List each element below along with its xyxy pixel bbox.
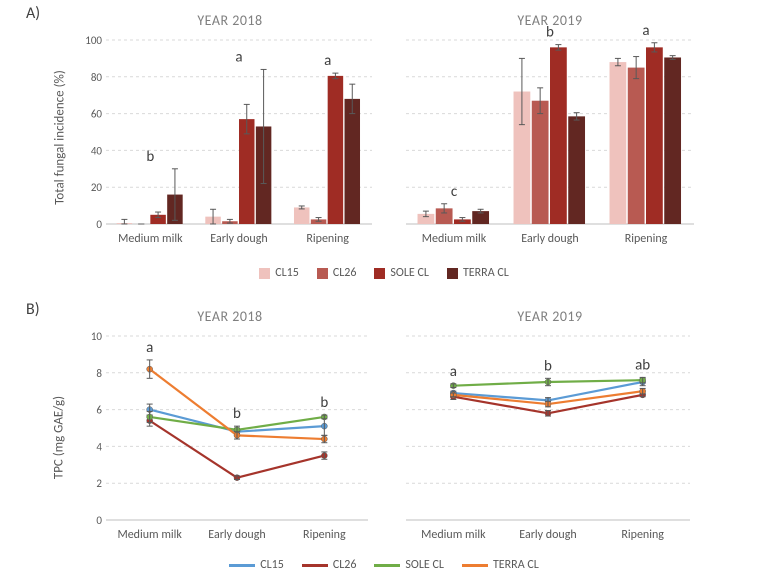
svg-text:c: c xyxy=(451,183,458,201)
svg-text:b: b xyxy=(544,357,552,375)
svg-text:0: 0 xyxy=(96,514,102,527)
svg-text:Ripening: Ripening xyxy=(306,232,349,246)
panel-b-ylabel: TPC (mg GAE/g) xyxy=(52,363,67,513)
panel-a-2018-chart: 0 20 40 60 80 100 b Medium milk a Early dough a Rip… xyxy=(78,32,378,252)
svg-text:Medium milk: Medium milk xyxy=(422,232,487,246)
svg-text:40: 40 xyxy=(91,144,103,157)
legend-label: TERRA CL xyxy=(493,558,539,572)
legend-item-terracl: TERRA CL xyxy=(447,266,509,280)
panel-a-ylabel: Total fungal incidence (%) xyxy=(53,38,68,238)
swatch-cl26 xyxy=(317,268,328,279)
panel-b-label: B) xyxy=(26,300,40,319)
legend-item-cl26: CL26 xyxy=(317,266,357,280)
legend-label: CL26 xyxy=(333,558,357,572)
swatch-cl15 xyxy=(259,268,270,279)
svg-text:Medium milk: Medium milk xyxy=(118,232,183,246)
line-swatch-cl15 xyxy=(229,564,255,567)
svg-text:Early dough: Early dough xyxy=(519,528,576,542)
svg-text:2: 2 xyxy=(96,477,102,490)
panel-a-2018-title: YEAR 2018 xyxy=(90,12,370,29)
svg-text:a: a xyxy=(324,52,331,70)
svg-text:a: a xyxy=(450,363,457,381)
svg-text:Medium milk: Medium milk xyxy=(117,528,182,542)
swatch-solecl xyxy=(374,268,385,279)
line-swatch-cl26 xyxy=(302,564,328,567)
svg-text:a: a xyxy=(642,22,649,40)
svg-text:80: 80 xyxy=(91,71,103,84)
line-swatch-solecl xyxy=(374,564,400,567)
legend-item-b-cl15: CL15 xyxy=(229,558,284,572)
svg-text:Early dough: Early dough xyxy=(208,528,265,542)
svg-text:Early dough: Early dough xyxy=(521,232,578,246)
svg-text:6: 6 xyxy=(96,404,102,417)
swatch-terracl xyxy=(447,268,458,279)
svg-text:a: a xyxy=(235,48,242,66)
panel-a-label: A) xyxy=(26,4,40,23)
svg-text:60: 60 xyxy=(91,108,103,121)
svg-text:Ripening: Ripening xyxy=(621,528,664,542)
legend-item-solecl: SOLE CL xyxy=(374,266,429,280)
panel-b-2018-title: YEAR 2018 xyxy=(90,308,370,325)
svg-text:Medium milk: Medium milk xyxy=(421,528,486,542)
panel-b-legend: CL15 CL26 SOLE CL TERRA CL xyxy=(0,558,768,572)
legend-label: CL15 xyxy=(275,266,299,280)
legend-item-b-cl26: CL26 xyxy=(302,558,357,572)
svg-text:100: 100 xyxy=(85,34,102,47)
svg-text:20: 20 xyxy=(91,181,103,194)
svg-text:ab: ab xyxy=(635,356,650,374)
legend-label: CL15 xyxy=(260,558,284,572)
svg-text:4: 4 xyxy=(96,440,102,453)
svg-text:b: b xyxy=(146,148,154,166)
panel-a-legend: CL15 CL26 SOLE CL TERRA CL xyxy=(0,266,768,280)
line-swatch-terracl xyxy=(462,564,488,567)
svg-text:b: b xyxy=(320,394,328,412)
legend-label: CL26 xyxy=(333,266,357,280)
svg-text:Ripening: Ripening xyxy=(625,232,668,246)
legend-item-cl15: CL15 xyxy=(259,266,299,280)
svg-text:a: a xyxy=(146,339,153,357)
panel-b-2018-chart: 0 2 4 6 8 10 a Medium milk b Early dough b Ripening xyxy=(78,328,378,548)
svg-text:0: 0 xyxy=(96,218,102,231)
svg-text:b: b xyxy=(233,405,241,423)
svg-text:8: 8 xyxy=(96,367,102,380)
legend-item-b-solecl: SOLE CL xyxy=(374,558,444,572)
svg-text:b: b xyxy=(546,24,554,42)
legend-label: SOLE CL xyxy=(405,558,444,572)
svg-text:Ripening: Ripening xyxy=(303,528,346,542)
legend-item-b-terracl: TERRA CL xyxy=(462,558,539,572)
panel-a-2019-chart: cMedium milkbEarly doughaRipening xyxy=(400,32,700,252)
figure-root: A) Total fungal incidence (%) YEAR 2018 … xyxy=(0,0,768,585)
legend-label: TERRA CL xyxy=(463,266,509,280)
svg-text:Early dough: Early dough xyxy=(210,232,267,246)
legend-label: SOLE CL xyxy=(390,266,429,280)
panel-b-2019-chart: a Medium milk b Early dough ab Ripening xyxy=(400,328,700,548)
svg-text:10: 10 xyxy=(91,330,103,343)
panel-b-2019-title: YEAR 2019 xyxy=(410,308,690,325)
